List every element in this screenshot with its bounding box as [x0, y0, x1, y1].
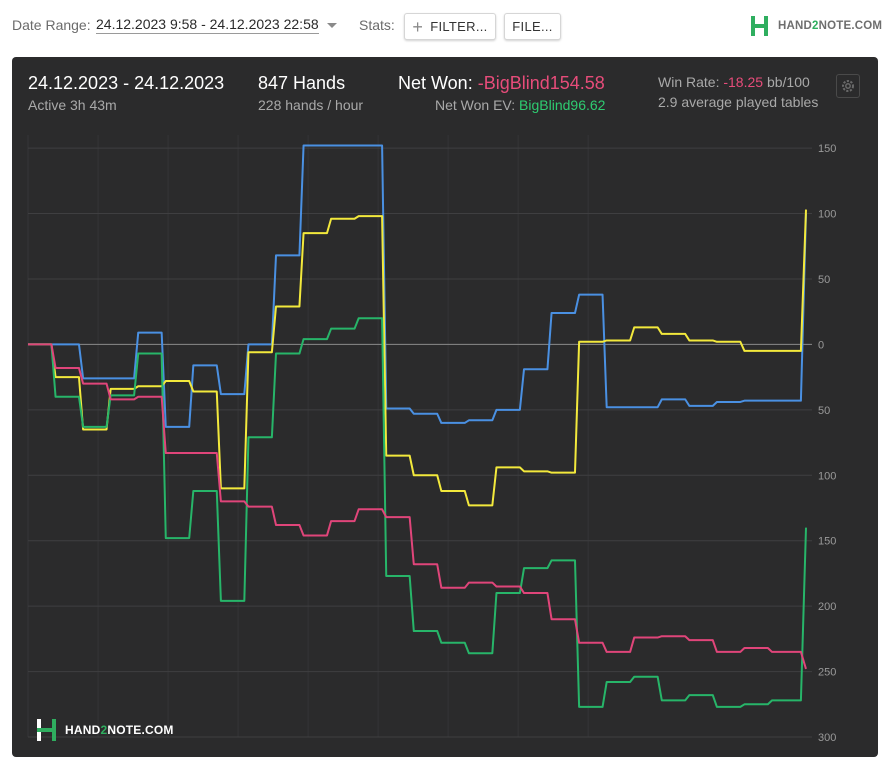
results-chart: 150 100 50 0 50 100 150 200 250 300 — [27, 135, 836, 744]
win-rate-value: -18.25 — [723, 74, 764, 90]
net-won-ev: Net Won EV: BigBlind96.62 — [435, 97, 605, 113]
net-won-label: Net Won: — [398, 73, 473, 93]
win-rate-label: Win Rate: — [658, 74, 720, 90]
y-tick-label: 200 — [818, 601, 836, 613]
y-tick-label: 150 — [818, 536, 836, 548]
watermark-text: HAND2NOTE.COM — [65, 723, 174, 737]
hands-count: 847 Hands — [258, 73, 346, 93]
chevron-down-icon[interactable] — [327, 23, 337, 28]
watermark: HAND2NOTE.COM — [36, 718, 174, 742]
active-time: Active 3h 43m — [28, 97, 117, 113]
brand-h-icon — [751, 16, 768, 36]
y-tick-label: 50 — [818, 274, 830, 286]
y-tick-label: 50 — [818, 405, 830, 417]
y-tick-label: 300 — [818, 732, 836, 744]
net-won-value: -BigBlind154.58 — [477, 73, 605, 93]
settings-button[interactable] — [836, 74, 860, 98]
series-line-pink — [28, 343, 807, 670]
net-won: Net Won: -BigBlind154.58 — [398, 73, 605, 94]
hands-per-hour: 228 hands / hour — [258, 97, 364, 113]
plus-icon: + — [412, 16, 424, 37]
file-button-label: FILE... — [512, 19, 553, 34]
series-line-yellow — [28, 209, 807, 507]
toolbar: Date Range: 24.12.2023 9:58 - 24.12.2023… — [0, 0, 890, 52]
win-rate: Win Rate: -18.25 bb/100 — [658, 74, 810, 90]
series-line-green — [28, 317, 807, 708]
y-tick-label: 100 — [818, 209, 836, 221]
brand-logo: HAND2NOTE.COM — [750, 15, 882, 37]
date-range-label: Date Range: — [12, 17, 91, 33]
brand-text: HAND2NOTE.COM — [778, 20, 883, 32]
filter-button[interactable]: + FILTER... — [404, 13, 496, 40]
y-tick-label: 150 — [818, 143, 836, 155]
gear-icon — [842, 80, 854, 92]
graph-panel: 150 100 50 0 50 100 150 200 250 300 24.12.2023 - … — [12, 57, 878, 757]
date-range-picker[interactable]: 24.12.2023 9:58 - 24.12.2023 22:58 — [96, 16, 319, 34]
watermark-h-icon — [37, 719, 56, 741]
stats-label: Stats: — [359, 17, 395, 33]
y-tick-label: 0 — [818, 339, 824, 351]
file-button[interactable]: FILE... — [504, 13, 561, 40]
series-line-blue — [28, 144, 807, 428]
y-tick-label: 100 — [818, 470, 836, 482]
win-rate-unit: bb/100 — [766, 74, 810, 90]
y-tick-label: 250 — [818, 667, 836, 679]
net-won-ev-label: Net Won EV: — [435, 97, 516, 113]
date-span: 24.12.2023 - 24.12.2023 — [28, 73, 225, 93]
avg-played-tables: 2.9 average played tables — [658, 94, 819, 110]
filter-button-label: FILTER... — [430, 19, 488, 34]
net-won-ev-value: BigBlind96.62 — [519, 97, 606, 113]
